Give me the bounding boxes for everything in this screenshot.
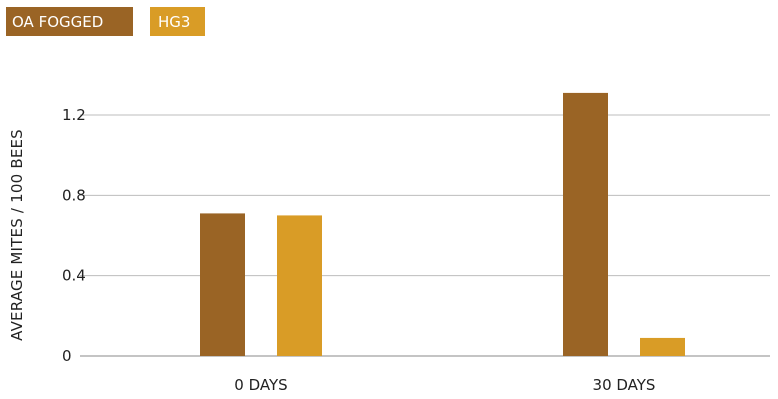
x-category-labels: 0 DAYS 30 DAYS (234, 376, 655, 394)
bar-hg3-30-days (640, 337, 685, 356)
bar-oa-fogged-0-days (200, 213, 245, 356)
legend-swatch-oa-fogged (6, 7, 133, 36)
y-tick-label: 0.8 (62, 186, 86, 204)
legend-label-hg3: HG3 (158, 13, 190, 31)
y-tick-labels: 0 0.4 0.8 1.2 (62, 106, 86, 365)
y-tick-label: 0.4 (62, 267, 86, 285)
legend-label-oa-fogged: OA FOGGED (12, 13, 103, 31)
y-axis-label: AVERAGE MITES / 100 BEES (8, 129, 26, 341)
bar-oa-fogged-30-days (563, 92, 608, 357)
y-tick-label: 0 (62, 347, 72, 365)
legend: OA FOGGED HG3 (6, 7, 205, 36)
y-tick-label: 1.2 (62, 106, 86, 124)
x-category-label: 0 DAYS (234, 376, 287, 394)
bar-hg3-0-days (277, 215, 322, 356)
legend-swatch-hg3 (150, 7, 205, 36)
bars (200, 92, 685, 357)
x-category-label: 30 DAYS (593, 376, 656, 394)
gridlines (80, 114, 770, 357)
